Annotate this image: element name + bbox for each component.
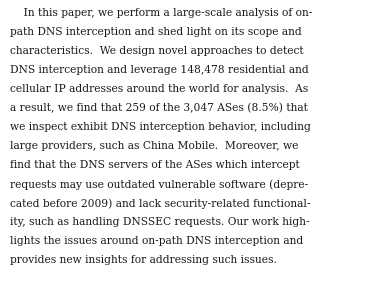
- Text: In this paper, we perform a large-scale analysis of on-: In this paper, we perform a large-scale …: [10, 8, 312, 18]
- Text: provides new insights for addressing such issues.: provides new insights for addressing suc…: [10, 255, 277, 265]
- Text: path DNS interception and shed light on its scope and: path DNS interception and shed light on …: [10, 27, 302, 37]
- Text: a result, we find that 259 of the 3,047 ASes (8.5%) that: a result, we find that 259 of the 3,047 …: [10, 103, 308, 113]
- Text: DNS interception and leverage 148,478 residential and: DNS interception and leverage 148,478 re…: [10, 65, 309, 75]
- Text: cated before 2009) and lack security-related functional-: cated before 2009) and lack security-rel…: [10, 198, 310, 209]
- Text: large providers, such as China Mobile.  Moreover, we: large providers, such as China Mobile. M…: [10, 141, 298, 151]
- Text: characteristics.  We design novel approaches to detect: characteristics. We design novel approac…: [10, 46, 304, 56]
- Text: cellular IP addresses around the world for analysis.  As: cellular IP addresses around the world f…: [10, 84, 308, 94]
- Text: requests may use outdated vulnerable software (depre-: requests may use outdated vulnerable sof…: [10, 179, 308, 190]
- Text: we inspect exhibit DNS interception behavior, including: we inspect exhibit DNS interception beha…: [10, 122, 311, 132]
- Text: find that the DNS servers of the ASes which intercept: find that the DNS servers of the ASes wh…: [10, 160, 300, 170]
- Text: lights the issues around on-path DNS interception and: lights the issues around on-path DNS int…: [10, 236, 303, 246]
- Text: ity, such as handling DNSSEC requests. Our work high-: ity, such as handling DNSSEC requests. O…: [10, 217, 310, 227]
